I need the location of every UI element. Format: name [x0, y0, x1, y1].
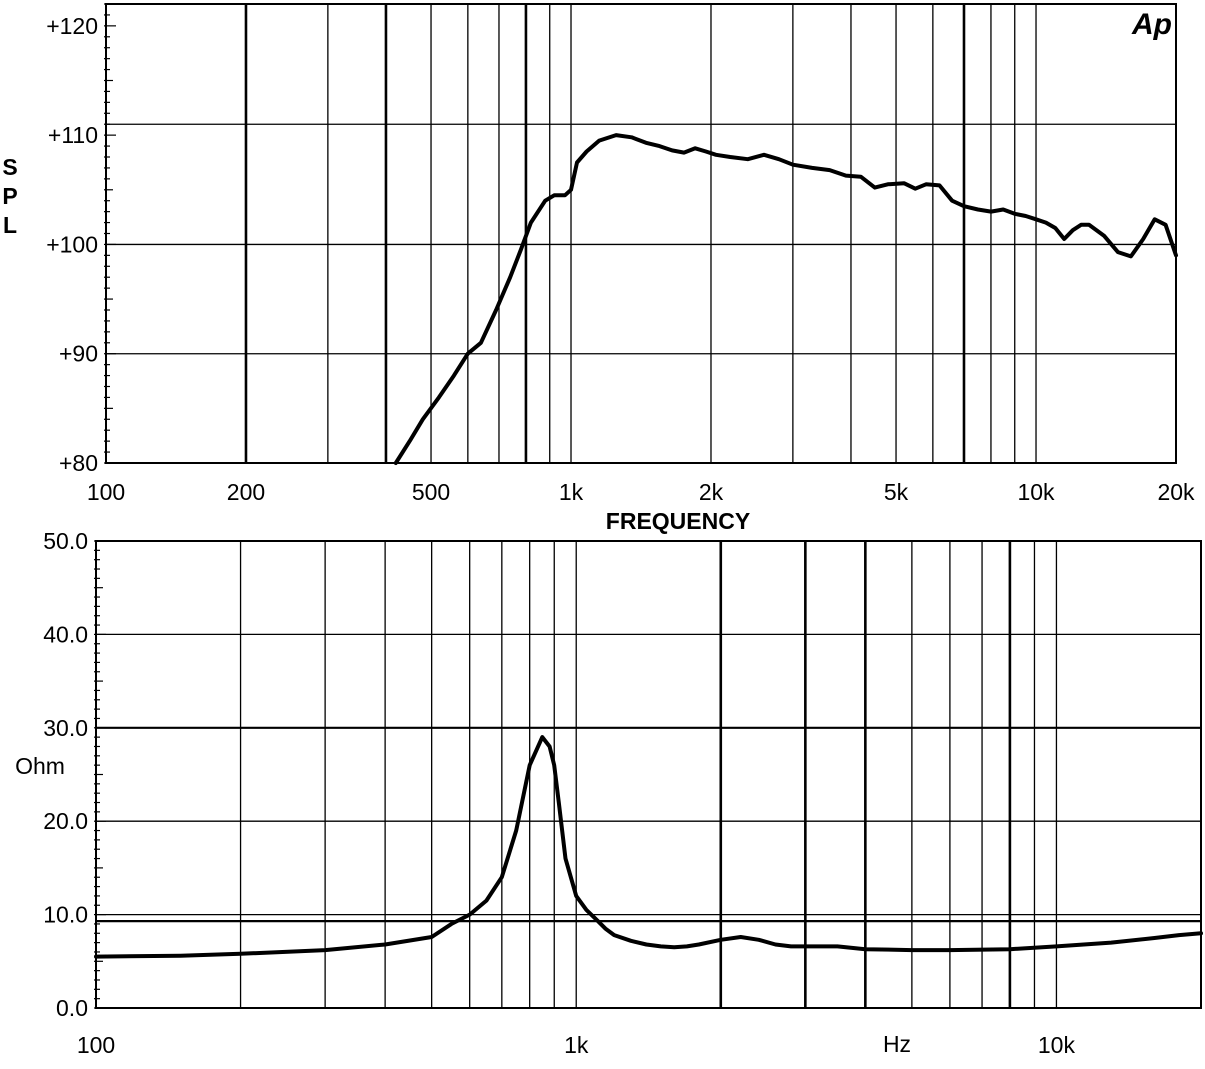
spl-x-tick-label: 2k [699, 479, 724, 505]
impedance-y-tick-label: 40.0 [43, 621, 88, 647]
spl-axis-label-p: P [2, 183, 17, 209]
spl-axis-label-l: L [3, 212, 17, 238]
spl-x-tick-label: 100 [87, 479, 125, 505]
spl-axis-label-s: S [2, 154, 17, 180]
spl-chart: +120 +110 +100 +90 +80 100 200 500 1k 2k 5k 10k 20k [46, 3, 1195, 505]
impedance-y-tick-label: 30.0 [43, 715, 88, 741]
frequency-axis-label: FREQUENCY [606, 508, 750, 534]
spl-y-tick-label: +120 [46, 13, 98, 39]
spl-y-tick-label: +80 [59, 450, 98, 476]
impedance-y-tick-label: 10.0 [43, 902, 88, 928]
spl-y-tick-label: +100 [46, 231, 98, 257]
hz-axis-label: Hz [883, 1031, 911, 1057]
impedance-chart: 50.0 40.0 30.0 20.0 10.0 0.0 100 1k 10k [43, 528, 1203, 1058]
impedance-y-tick-label: 50.0 [43, 528, 88, 554]
spl-plot-frame [105, 3, 1177, 464]
ohm-axis-label: Ohm [15, 753, 65, 779]
spl-x-tick-label: 500 [412, 479, 450, 505]
spl-x-tick-label: 5k [884, 479, 909, 505]
impedance-y-tick-label: 20.0 [43, 808, 88, 834]
impedance-x-tick-label: 10k [1038, 1032, 1076, 1058]
spl-x-tick-label: 20k [1157, 479, 1195, 505]
impedance-x-tick-label: 1k [564, 1032, 589, 1058]
ap-logo: Ap [1131, 8, 1172, 41]
spl-y-tick-label: +90 [59, 341, 98, 367]
impedance-x-tick-label: 100 [77, 1032, 115, 1058]
impedance-plot-frame [95, 540, 1202, 1009]
spl-x-tick-label: 10k [1017, 479, 1055, 505]
spl-y-tick-label: +110 [48, 122, 98, 148]
impedance-y-tick-label: 0.0 [56, 995, 88, 1021]
impedance-curve [94, 735, 1203, 959]
spl-x-tick-label: 200 [227, 479, 265, 505]
spl-x-tick-label: 1k [559, 479, 584, 505]
spl-curve [393, 133, 1178, 465]
